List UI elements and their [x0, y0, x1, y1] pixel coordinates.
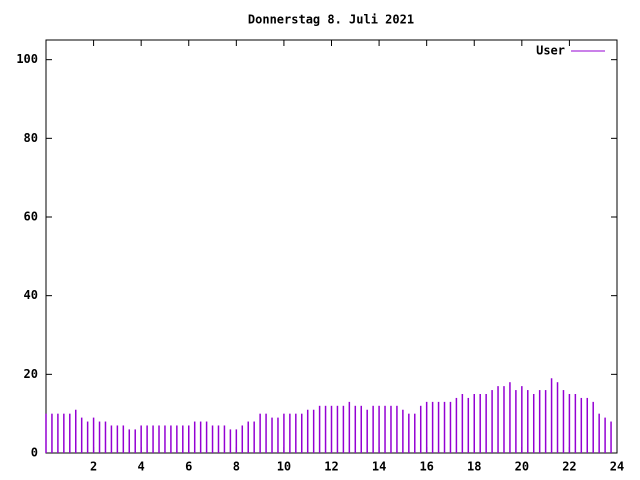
y-tick-label: 0 [31, 446, 38, 460]
y-tick-label: 80 [24, 131, 38, 145]
x-tick-label: 24 [610, 460, 624, 474]
y-tick-label: 20 [24, 367, 38, 381]
x-tick-label: 8 [233, 460, 240, 474]
y-tick-label: 100 [16, 52, 38, 66]
plot-frame [45, 39, 618, 454]
x-tick-label: 6 [185, 460, 192, 474]
x-tick-label: 4 [138, 460, 145, 474]
x-tick-label: 12 [324, 460, 338, 474]
x-tick-label: 2 [90, 460, 97, 474]
y-tick-label: 40 [24, 288, 38, 302]
x-tick-label: 22 [562, 460, 576, 474]
x-tick-label: 20 [515, 460, 529, 474]
x-tick-label: 16 [419, 460, 433, 474]
x-tick-label: 10 [277, 460, 291, 474]
chart-title: Donnerstag 8. Juli 2021 [248, 13, 414, 27]
x-tick-label: 18 [467, 460, 481, 474]
x-tick-label: 14 [372, 460, 386, 474]
y-tick-label: 60 [24, 210, 38, 224]
legend-label: User [536, 44, 565, 58]
